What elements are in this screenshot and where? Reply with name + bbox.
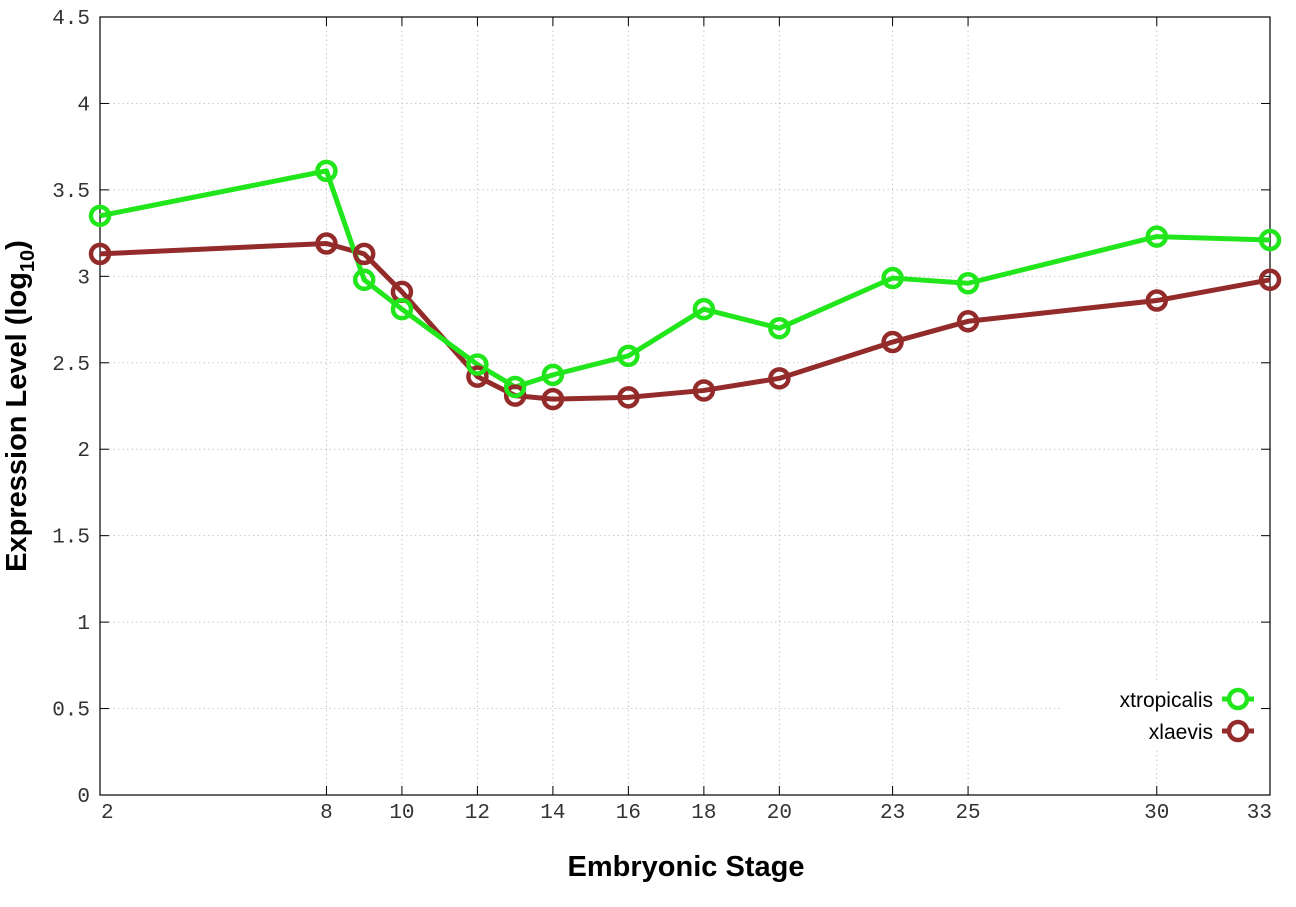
x-axis-title: Embryonic Stage bbox=[568, 851, 805, 883]
data-point-xtropicalis bbox=[352, 268, 376, 292]
legend-background bbox=[1060, 680, 1260, 750]
data-point-xtropicalis bbox=[541, 363, 565, 387]
axis-ticks: 0 0.5 1 1.5 2 2.5 3 3.5 4 4.5 2 8 10 12 14 16 18 20 23 25 30… bbox=[52, 8, 1272, 825]
x-tick-label: 12 bbox=[465, 802, 490, 825]
grid bbox=[100, 17, 1270, 795]
data-point-xtropicalis bbox=[466, 353, 489, 376]
plot-frame bbox=[99, 16, 1271, 796]
series-layer bbox=[88, 159, 1282, 411]
data-point-xtropicalis bbox=[1145, 225, 1169, 248]
y-tick-label: 3.5 bbox=[52, 181, 90, 204]
x-tick-label: 33 bbox=[1247, 802, 1272, 825]
data-point-xtropicalis bbox=[692, 297, 716, 321]
data-point-xlaevis bbox=[541, 387, 565, 411]
x-tick-label: 8 bbox=[320, 802, 333, 825]
y-tick-label: 0.5 bbox=[52, 700, 90, 723]
y-axis-title-main: Expression Level (log bbox=[1, 272, 33, 572]
data-point-xlaevis bbox=[768, 367, 791, 390]
y-axis-title-subscript: 10 bbox=[17, 250, 39, 272]
data-point-xlaevis bbox=[617, 386, 640, 409]
data-point-xtropicalis bbox=[617, 344, 640, 368]
y-tick-label: 2.5 bbox=[52, 354, 90, 377]
y-axis-title: Expression Level (log10) bbox=[1, 240, 39, 572]
y-tick-label: 3 bbox=[77, 267, 90, 290]
data-point-xtropicalis bbox=[503, 375, 527, 399]
y-tick-label: 4.5 bbox=[52, 8, 90, 31]
data-point-xtropicalis bbox=[881, 266, 904, 290]
x-tick-label: 23 bbox=[880, 802, 905, 825]
data-point-xlaevis bbox=[315, 232, 338, 255]
data-point-xtropicalis bbox=[315, 159, 338, 183]
y-tick-label: 4 bbox=[77, 94, 90, 117]
data-point-xlaevis bbox=[956, 310, 980, 333]
data-point-xlaevis bbox=[503, 384, 527, 407]
legend-marker-xtropicalis bbox=[1226, 687, 1250, 711]
x-tick-label: 10 bbox=[389, 802, 414, 825]
data-point-xtropicalis bbox=[390, 297, 414, 321]
x-tick-label: 25 bbox=[955, 802, 980, 825]
x-tick-label: 2 bbox=[101, 802, 114, 825]
data-point-xtropicalis bbox=[768, 316, 791, 340]
data-point-xlaevis bbox=[1258, 268, 1282, 292]
data-point-xlaevis bbox=[1145, 289, 1169, 312]
x-tick-label: 16 bbox=[616, 802, 641, 825]
data-point-xlaevis bbox=[352, 242, 376, 266]
data-point-xtropicalis bbox=[1258, 228, 1282, 252]
x-tick-label: 20 bbox=[767, 802, 792, 825]
y-tick-label: 1 bbox=[77, 613, 90, 636]
data-point-xlaevis bbox=[692, 379, 716, 402]
y-tick-label: 0 bbox=[77, 786, 90, 809]
legend: xtropicalis xlaevis bbox=[1060, 680, 1260, 750]
legend-label-xlaevis: xlaevis bbox=[1149, 721, 1213, 744]
x-tick-label: 18 bbox=[691, 802, 716, 825]
legend-label-xtropicalis: xtropicalis bbox=[1120, 689, 1213, 712]
series-line-xtropicalis bbox=[99, 168, 1271, 390]
data-point-xtropicalis bbox=[88, 204, 112, 228]
x-tick-label: 30 bbox=[1144, 802, 1169, 825]
data-point-xlaevis bbox=[466, 365, 489, 388]
data-point-xlaevis bbox=[88, 242, 112, 266]
y-axis-title-close: ) bbox=[1, 240, 33, 250]
data-point-xtropicalis bbox=[956, 271, 980, 295]
data-point-xlaevis bbox=[881, 330, 904, 354]
x-tick-label: 14 bbox=[540, 802, 565, 825]
y-tick-label: 1.5 bbox=[52, 527, 90, 550]
legend-marker-xlaevis bbox=[1226, 719, 1250, 743]
y-tick-label: 2 bbox=[77, 440, 90, 463]
